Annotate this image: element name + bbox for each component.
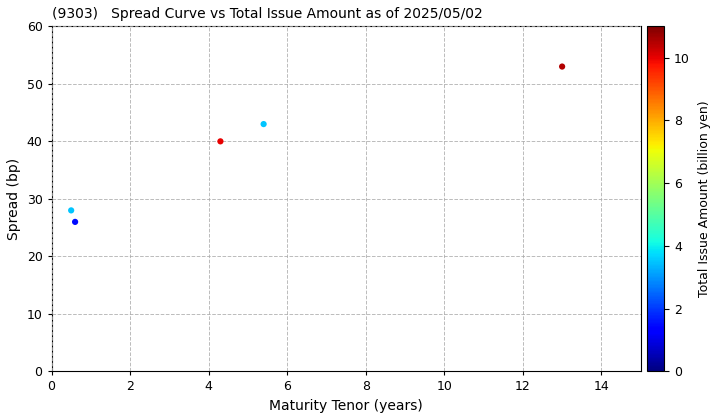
- Point: [69, 218, 81, 225]
- Point: [258, 121, 269, 127]
- Y-axis label: Total Issue Amount (billion yen): Total Issue Amount (billion yen): [698, 100, 711, 297]
- X-axis label: Maturity Tenor (years): Maturity Tenor (years): [269, 399, 423, 413]
- Text: (9303)   Spread Curve vs Total Issue Amount as of 2025/05/02: (9303) Spread Curve vs Total Issue Amoun…: [52, 7, 482, 21]
- Y-axis label: Spread (bp): Spread (bp): [7, 158, 21, 240]
- Point: [215, 138, 226, 145]
- Point: [66, 207, 77, 214]
- Point: [557, 63, 568, 70]
